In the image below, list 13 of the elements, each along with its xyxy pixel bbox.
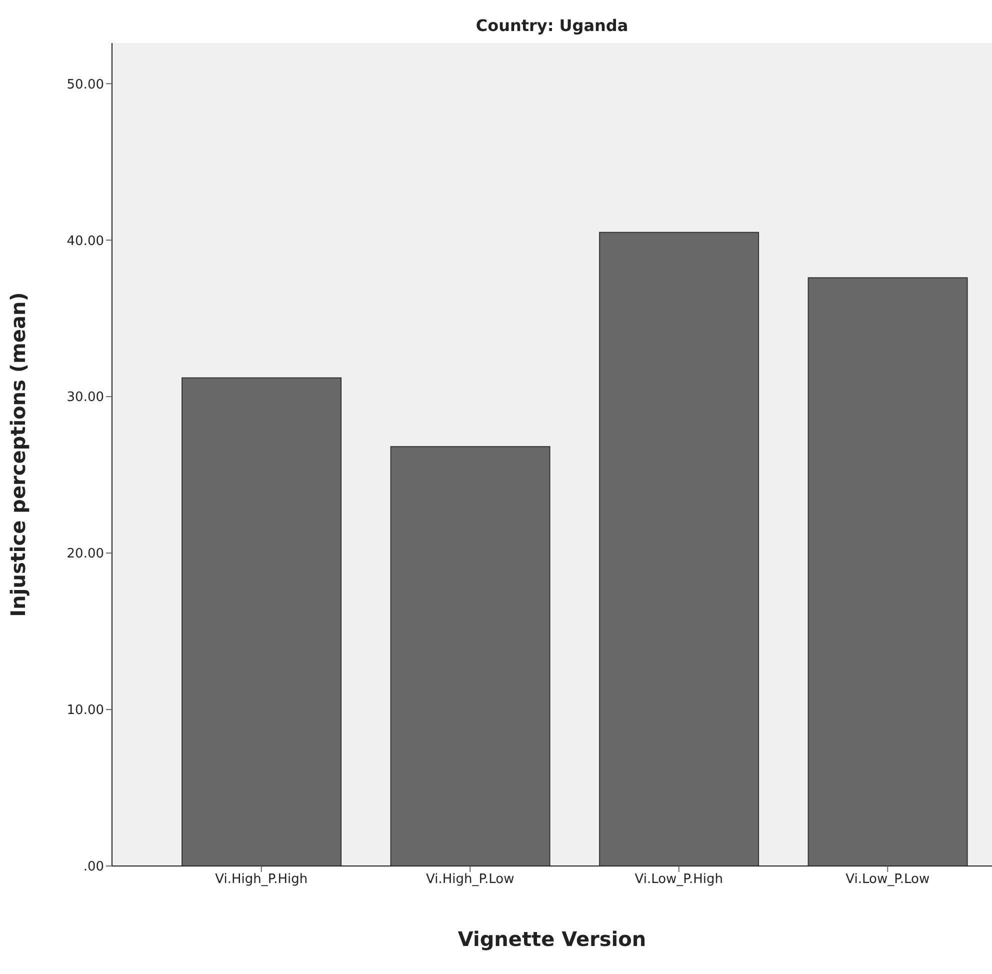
x-axis-title: Vignette Version — [458, 927, 646, 951]
y-tick-label: 50.00 — [66, 77, 104, 92]
x-tick-label: Vi.High_P.Low — [426, 872, 515, 888]
y-tick-label: 40.00 — [66, 234, 104, 249]
y-tick-label: 10.00 — [66, 703, 104, 718]
chart-title: Country: Uganda — [474, 16, 630, 35]
x-tick-label: Vi.Low_P.Low — [846, 872, 930, 888]
y-axis-title: Injustice perceptions (mean) — [6, 292, 30, 617]
x-tick-label: Vi.High_P.High — [215, 872, 308, 888]
y-tick-label: 30.00 — [66, 390, 104, 406]
y-tick-label: .00 — [83, 860, 104, 875]
y-tick-label: 20.00 — [66, 546, 104, 562]
x-tick-label: Vi.Low_P.High — [634, 872, 724, 888]
